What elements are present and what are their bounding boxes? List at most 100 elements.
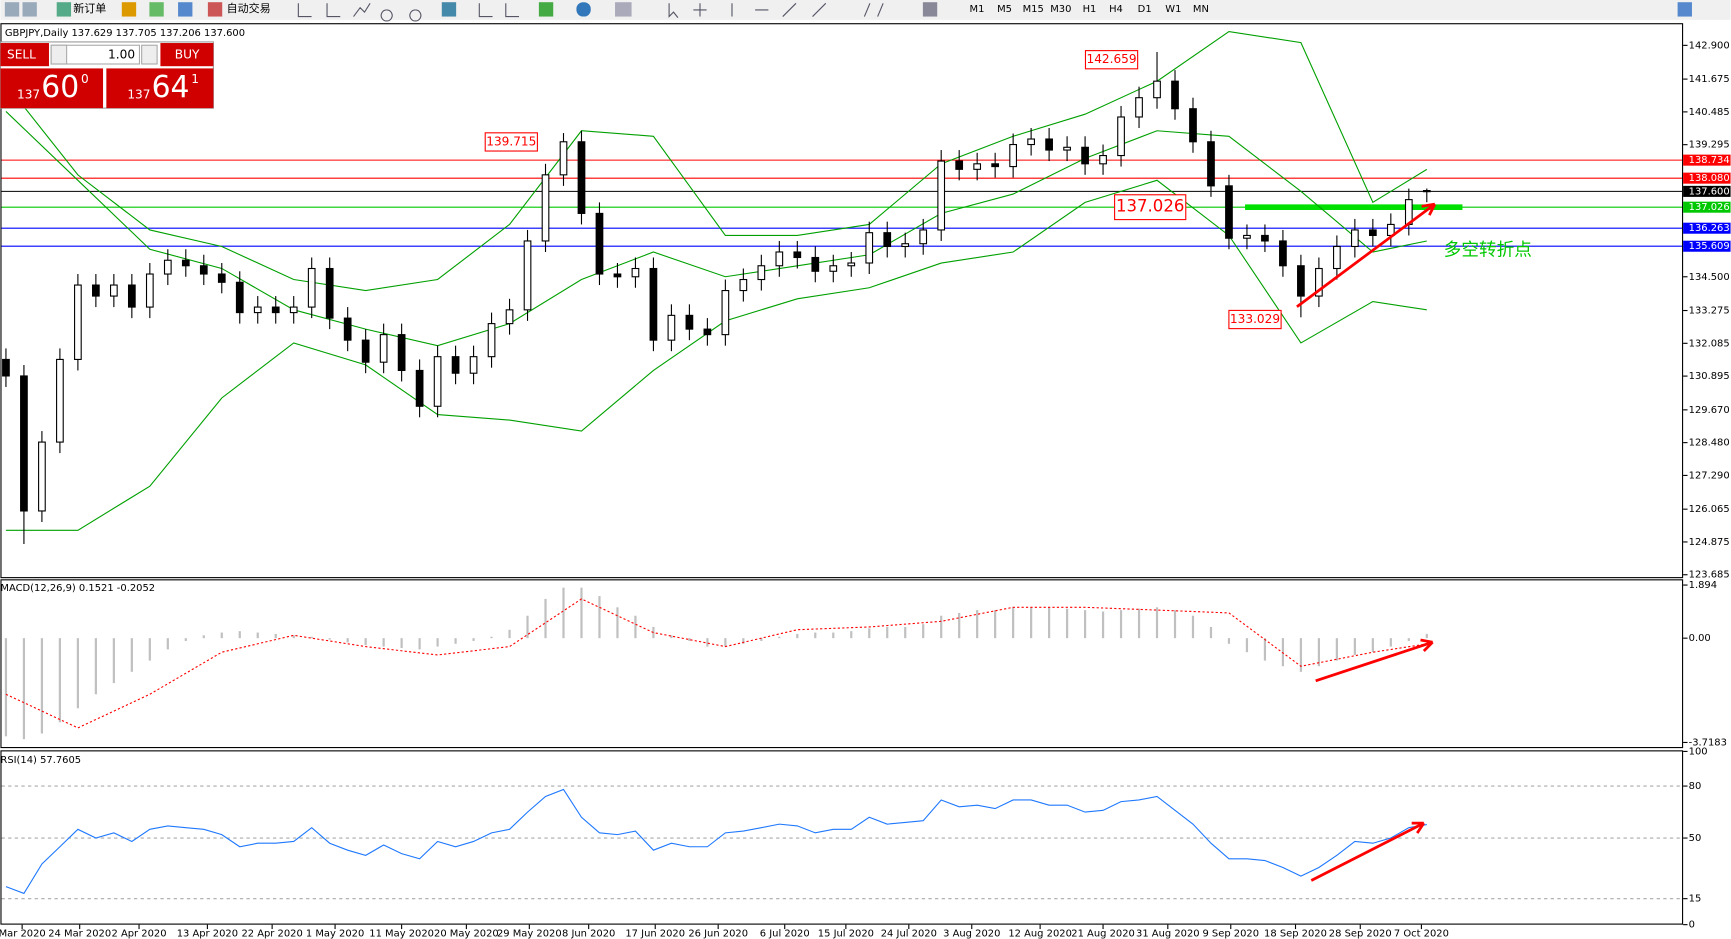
macd-signal — [5, 598, 1427, 729]
x-tick-label: 21 Aug 2020 — [1071, 928, 1135, 939]
symbol-header: GBPJPY,Daily 137.629 137.705 137.206 137… — [5, 28, 245, 39]
macd-bar — [130, 638, 133, 672]
macd-bar — [976, 610, 979, 639]
icon[interactable] — [22, 2, 37, 17]
price-label-box — [1114, 194, 1187, 221]
y-tick-label: 127.290 — [1689, 470, 1730, 481]
candle-body — [1099, 155, 1107, 165]
candle-body — [307, 267, 316, 308]
macd-bar — [1048, 607, 1051, 639]
y-tick-label: 126.065 — [1689, 504, 1730, 515]
candle-body — [667, 314, 676, 341]
candle-body — [613, 273, 622, 278]
y-tick-label: 128.480 — [1689, 438, 1730, 449]
timeframe[interactable]: D1 — [1138, 4, 1152, 15]
candle-body — [433, 356, 442, 407]
macd-bar — [364, 638, 367, 646]
x-tick-label: 1 May 2020 — [306, 928, 364, 939]
macd-bar — [850, 631, 853, 639]
candle-body — [721, 290, 730, 336]
buy-button[interactable] — [160, 43, 214, 67]
candle-body — [1315, 267, 1323, 297]
lot-up[interactable] — [141, 44, 158, 65]
icon[interactable] — [4, 2, 20, 17]
icon[interactable] — [576, 2, 591, 17]
macd-bar — [958, 612, 961, 639]
icon[interactable] — [441, 2, 457, 17]
x-tick-label: 8 Jun 2020 — [562, 928, 615, 939]
candle-body — [937, 160, 946, 231]
macd-bar — [598, 596, 601, 639]
x-tick-label: 13 Apr 2020 — [177, 928, 238, 939]
y-tick-label: 124.875 — [1689, 537, 1730, 548]
timeframe[interactable]: M15 — [1023, 4, 1044, 15]
auto-trading[interactable]: 自动交易 — [227, 1, 271, 15]
icon[interactable] — [178, 2, 193, 17]
x-tick-label: 29 May 2020 — [497, 928, 562, 939]
macd-bar — [562, 587, 565, 639]
timeframe[interactable]: M1 — [970, 4, 985, 15]
buy-label[interactable]: BUY — [175, 48, 200, 62]
timeframe[interactable]: H4 — [1109, 4, 1123, 15]
macd-bar — [418, 638, 421, 650]
candle-body — [883, 232, 892, 248]
macd-bar — [1137, 608, 1141, 639]
ask-box[interactable] — [106, 68, 214, 109]
candle-body — [847, 262, 856, 267]
sell-label[interactable]: SELL — [7, 48, 36, 62]
y-tick-label: 50 — [1689, 833, 1702, 844]
timeframe[interactable]: MN — [1193, 4, 1209, 15]
lot-value[interactable]: 1.00 — [108, 48, 135, 62]
candle-body — [1009, 143, 1017, 168]
candle-body — [793, 251, 802, 259]
candle-body — [649, 267, 658, 341]
macd-bar — [40, 638, 44, 734]
icon[interactable] — [538, 2, 554, 17]
sell-button[interactable] — [0, 43, 49, 67]
icon[interactable] — [922, 2, 938, 17]
macd-bar — [1281, 638, 1285, 667]
bid-box[interactable] — [0, 68, 104, 109]
candle-body — [595, 212, 604, 275]
macd-bar — [256, 632, 259, 639]
macd-bar — [886, 626, 889, 639]
price-label-box — [1084, 50, 1139, 70]
candle-body — [217, 273, 226, 283]
price-label-box — [484, 132, 538, 152]
icon[interactable] — [1677, 2, 1692, 17]
trend-arrow — [1310, 821, 1425, 882]
candle-body — [523, 240, 532, 311]
icon[interactable] — [121, 2, 137, 17]
macd-bar — [166, 638, 169, 650]
macd-bar — [1263, 638, 1267, 661]
icon[interactable] — [207, 2, 223, 17]
x-tick-label: 17 Jun 2020 — [625, 928, 685, 939]
macd-bar — [436, 638, 439, 647]
timeframe[interactable]: H1 — [1083, 4, 1097, 15]
candle-body — [271, 306, 280, 314]
new-order[interactable]: 新订单 — [73, 1, 106, 15]
candle-body — [109, 284, 118, 297]
level-tag — [1683, 172, 1731, 184]
y-tick-label: 140.485 — [1689, 107, 1730, 118]
level-tag — [1683, 154, 1731, 166]
icon[interactable] — [615, 2, 632, 17]
macd-bar — [238, 631, 241, 639]
candle-body — [1135, 97, 1143, 118]
icon[interactable] — [149, 2, 164, 17]
icon[interactable] — [56, 2, 72, 17]
level-tag — [1683, 240, 1731, 252]
bid-fraction: 0 — [81, 72, 89, 86]
timeframe[interactable]: M5 — [997, 4, 1012, 15]
candle-body — [415, 369, 424, 407]
level-tag — [1683, 222, 1731, 234]
candle-body — [1045, 138, 1053, 151]
lot-down[interactable] — [50, 44, 68, 65]
timeframe[interactable]: W1 — [1165, 4, 1181, 15]
candle-body — [1422, 190, 1431, 193]
timeframe[interactable]: M30 — [1050, 4, 1071, 15]
candle-body — [199, 265, 208, 275]
candle-body — [1279, 240, 1287, 267]
candle-body — [145, 273, 154, 308]
bollinger-upper — [5, 30, 1428, 292]
